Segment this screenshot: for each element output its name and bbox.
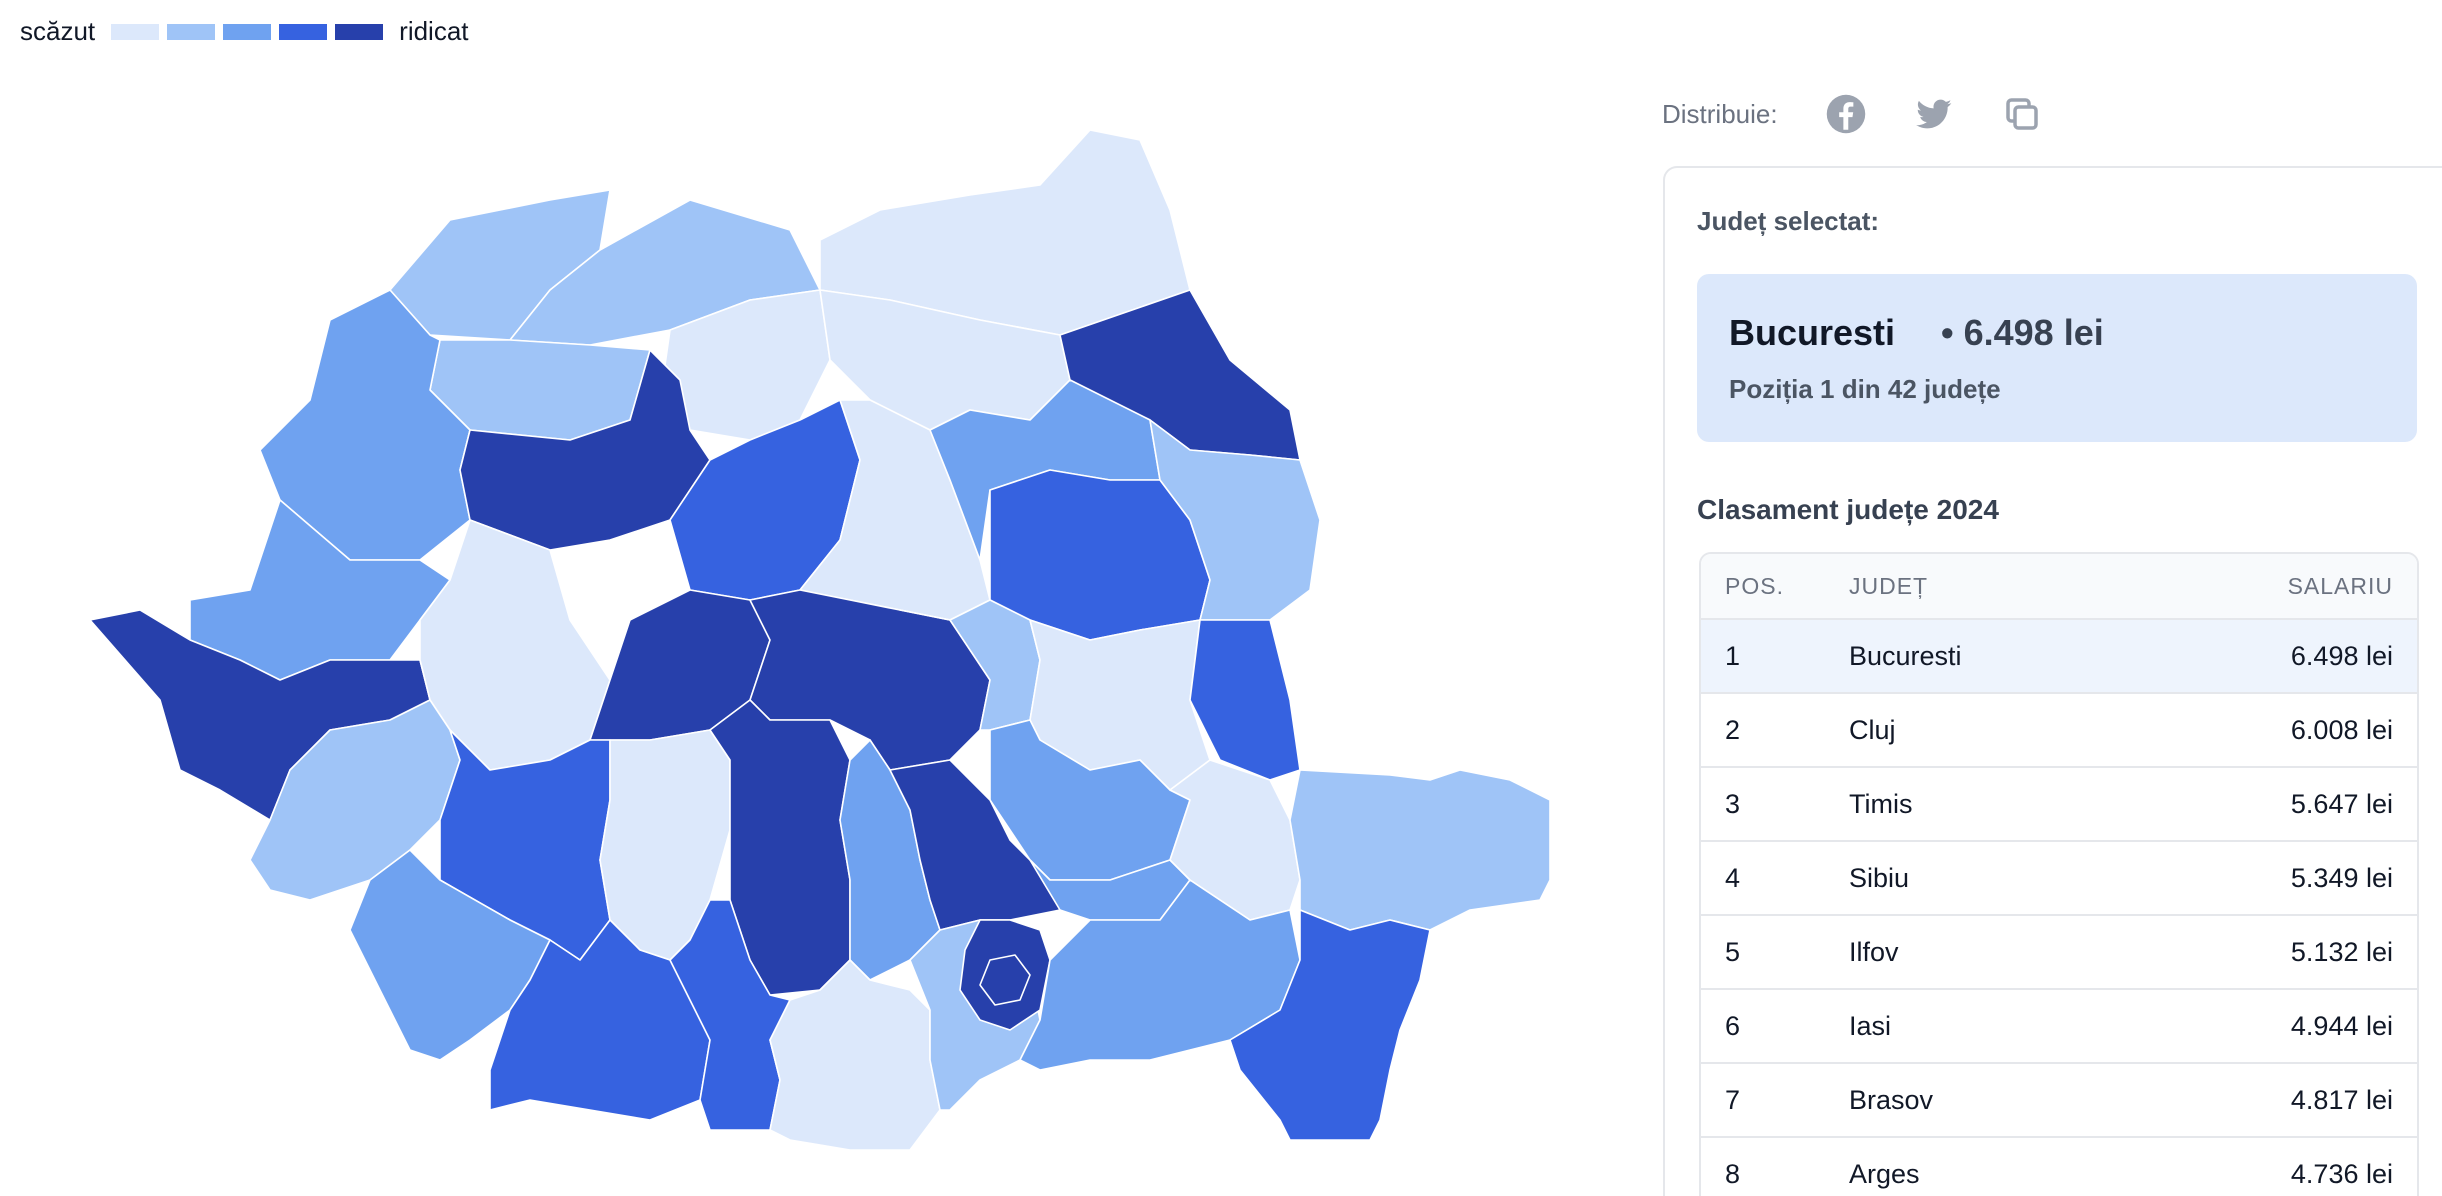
row-county: Iasi bbox=[1849, 1010, 1892, 1041]
table-row[interactable]: 6 Iasi 4.944 lei bbox=[1701, 990, 2417, 1064]
row-salary: 4.817 lei bbox=[2290, 1084, 2393, 1115]
selected-county-label: Județ selectat: bbox=[1697, 206, 1880, 236]
map-svg[interactable] bbox=[80, 120, 1570, 1180]
row-pos: 1 bbox=[1725, 640, 1741, 671]
share-label: Distribuie: bbox=[1662, 98, 1778, 129]
row-county: Sibiu bbox=[1849, 862, 1910, 893]
header-pos: POS. bbox=[1725, 572, 1784, 599]
county-region[interactable] bbox=[979, 954, 1031, 1006]
selected-county-name: Bucuresti bbox=[1729, 312, 1896, 353]
row-salary: 6.498 lei bbox=[2290, 640, 2393, 671]
ranking-title: Clasament județe 2024 bbox=[1697, 494, 1999, 525]
legend-swatch bbox=[167, 23, 216, 40]
legend-swatch bbox=[279, 23, 328, 40]
copy-icon[interactable] bbox=[2000, 92, 2044, 136]
header-salary: SALARIU bbox=[2287, 572, 2393, 599]
legend-swatch bbox=[111, 23, 160, 40]
twitter-icon[interactable] bbox=[1912, 92, 1956, 136]
ranking-table: POS. JUDEȚ SALARIU 1 Bucuresti 6.498 lei… bbox=[1699, 552, 2419, 1196]
table-row[interactable]: 5 Ilfov 5.132 lei bbox=[1701, 916, 2417, 990]
row-pos: 3 bbox=[1725, 788, 1741, 819]
legend-low-label: scăzut bbox=[20, 16, 96, 46]
table-row[interactable]: 8 Arges 4.736 lei bbox=[1701, 1138, 2417, 1196]
row-salary: 5.647 lei bbox=[2290, 788, 2393, 819]
row-pos: 4 bbox=[1725, 862, 1741, 893]
row-pos: 6 bbox=[1725, 1010, 1741, 1041]
selected-county-position: Poziția 1 din 42 județe bbox=[1729, 374, 2001, 404]
map-legend: scăzut ridicat bbox=[20, 16, 469, 47]
legend-scale bbox=[111, 23, 384, 40]
share-bar: Distribuie: bbox=[1662, 92, 2088, 136]
table-row[interactable]: 7 Brasov 4.817 lei bbox=[1701, 1064, 2417, 1138]
county-region[interactable] bbox=[349, 849, 551, 1061]
row-salary: 5.349 lei bbox=[2290, 862, 2393, 893]
table-row[interactable]: 3 Timis 5.647 lei bbox=[1701, 768, 2417, 842]
row-salary: 4.944 lei bbox=[2290, 1010, 2393, 1041]
row-salary: 4.736 lei bbox=[2290, 1158, 2393, 1189]
row-county: Cluj bbox=[1849, 714, 1896, 745]
table-row[interactable]: 4 Sibiu 5.349 lei bbox=[1701, 842, 2417, 916]
row-county: Ilfov bbox=[1849, 936, 1899, 967]
row-county: Brasov bbox=[1849, 1084, 1934, 1115]
romania-county-map[interactable] bbox=[80, 120, 1570, 1180]
facebook-icon[interactable] bbox=[1824, 92, 1868, 136]
legend-swatch bbox=[223, 23, 272, 40]
row-county: Arges bbox=[1849, 1158, 1920, 1189]
table-row[interactable]: 1 Bucuresti 6.498 lei bbox=[1701, 620, 2417, 694]
row-pos: 7 bbox=[1725, 1084, 1741, 1115]
row-salary: 5.132 lei bbox=[2290, 936, 2393, 967]
row-salary: 6.008 lei bbox=[2290, 714, 2393, 745]
row-county: Bucuresti bbox=[1849, 640, 1962, 671]
row-pos: 5 bbox=[1725, 936, 1741, 967]
county-region[interactable] bbox=[1289, 769, 1551, 931]
header-county: JUDEȚ bbox=[1849, 572, 1929, 599]
table-row[interactable]: 2 Cluj 6.008 lei bbox=[1701, 694, 2417, 768]
selected-county-salary: • 6.498 lei bbox=[1941, 312, 2104, 353]
legend-swatch bbox=[335, 23, 384, 40]
table-header: POS. JUDEȚ SALARIU bbox=[1701, 554, 2417, 620]
row-county: Timis bbox=[1849, 788, 1913, 819]
selected-county-card: Bucuresti • 6.498 lei Poziția 1 din 42 j… bbox=[1697, 274, 2417, 442]
row-pos: 2 bbox=[1725, 714, 1741, 745]
legend-high-label: ridicat bbox=[399, 16, 469, 46]
county-region[interactable] bbox=[1189, 619, 1301, 781]
row-pos: 8 bbox=[1725, 1158, 1741, 1189]
county-panel: Județ selectat: Bucuresti • 6.498 lei Po… bbox=[1663, 166, 2442, 1196]
county-region[interactable] bbox=[1229, 909, 1431, 1141]
